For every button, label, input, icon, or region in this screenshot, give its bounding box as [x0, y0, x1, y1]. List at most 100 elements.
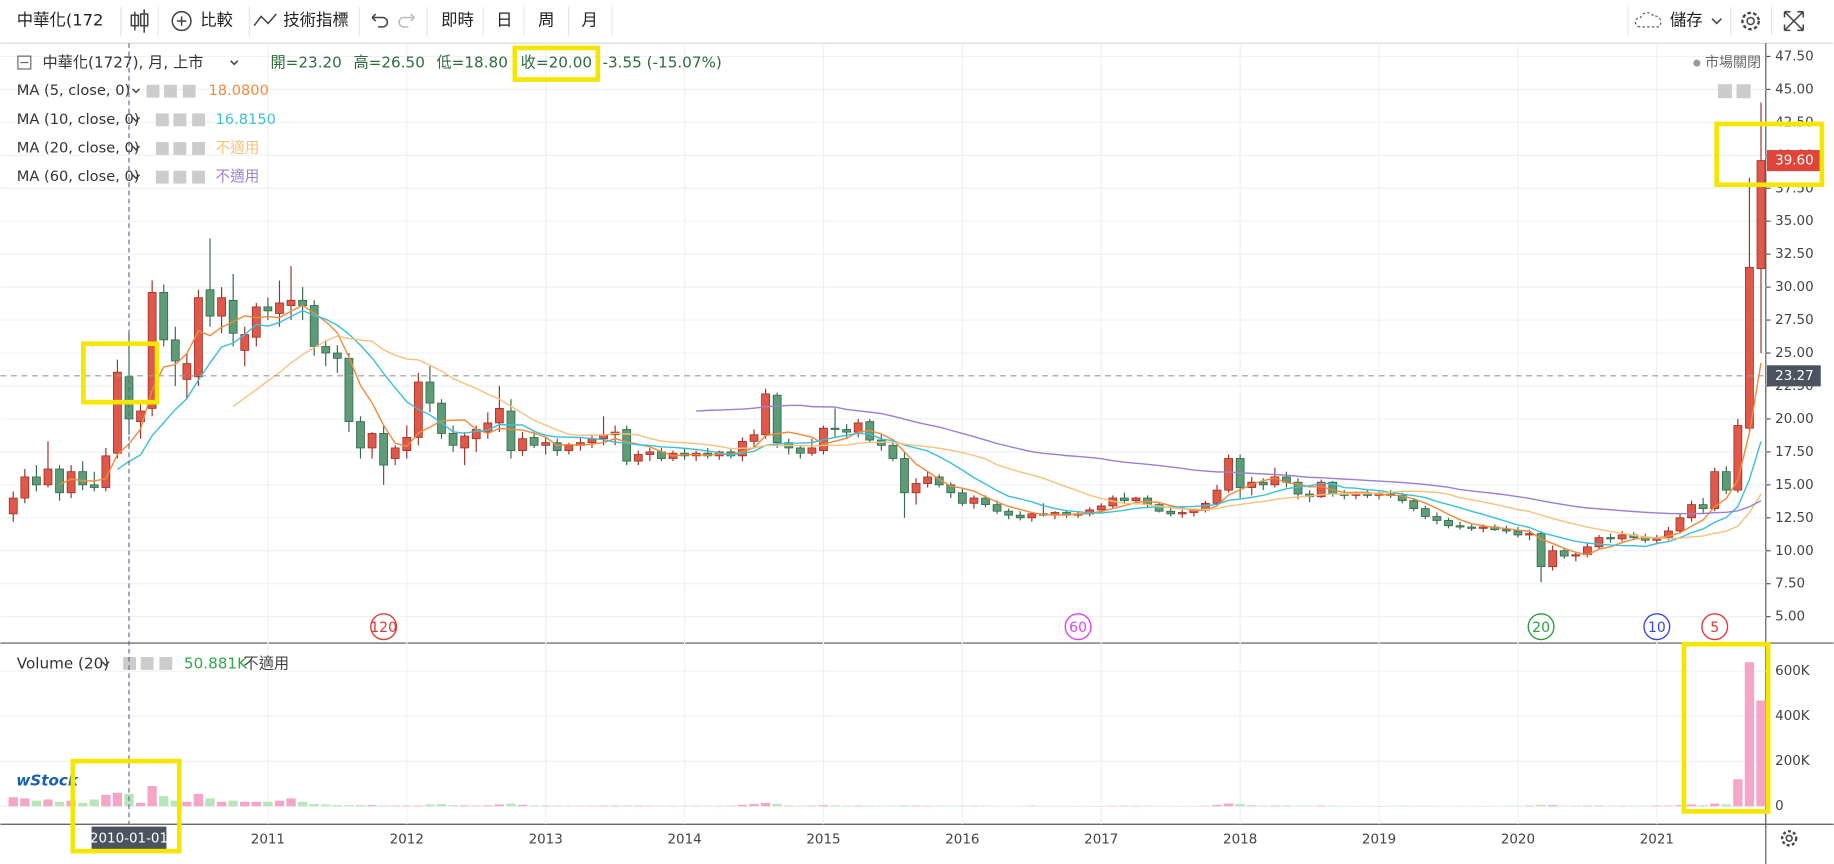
volume-bar [807, 805, 817, 807]
lookback-marker [1527, 613, 1555, 641]
volume-bar [112, 792, 123, 807]
redo-button[interactable] [398, 13, 415, 28]
y-tick-label: 0 [1775, 799, 1784, 814]
interval-button[interactable]: 周 [538, 11, 554, 30]
volume-bar [31, 800, 42, 807]
legend-icon[interactable] [146, 84, 160, 98]
volume-bar [20, 798, 30, 807]
candle-body [1687, 504, 1696, 519]
collapse-icon[interactable] [17, 55, 32, 70]
volume-bar [1663, 805, 1674, 807]
legend-icon[interactable] [159, 657, 173, 670]
interval-button[interactable]: 日 [496, 11, 512, 30]
legend-icon[interactable] [155, 170, 169, 184]
candle-body [1675, 517, 1685, 532]
volume-bar [159, 796, 169, 807]
legend-change: -3.55 (-15.07%) [602, 54, 721, 72]
legend-icon[interactable] [173, 113, 187, 127]
highlight-box [70, 758, 182, 854]
candle-body [923, 476, 933, 484]
overlay-layer: 2010-01-01 120 60 20 10 5 23.27 39.60 [0, 43, 1821, 850]
undo-button[interactable] [371, 13, 389, 28]
legend-icon[interactable] [182, 84, 196, 98]
ma-name: MA (60, close, 0) [17, 168, 140, 185]
volume-bar [448, 805, 458, 807]
interval-button[interactable]: 月 [581, 11, 597, 30]
x-tick-label: 2013 [529, 832, 563, 847]
candle-body [1015, 514, 1025, 519]
interval-button[interactable]: 即時 [441, 11, 474, 30]
volume-bar [228, 800, 238, 807]
chart-style-button[interactable] [130, 9, 149, 33]
symbol-legend[interactable]: 中華化(1727), 月, 上市 [42, 54, 203, 72]
volume-bar [1235, 803, 1245, 807]
gear-icon [1781, 830, 1798, 847]
legend-icon[interactable] [140, 657, 154, 670]
symbol-input[interactable]: 中華化(172 [17, 11, 104, 30]
fullscreen-button[interactable] [1783, 10, 1804, 32]
pane-button[interactable] [1717, 84, 1732, 99]
pane-button[interactable] [1736, 84, 1751, 99]
y-tick-label: 45.00 [1775, 82, 1813, 97]
candle-body [1733, 425, 1743, 491]
volume-bar [43, 799, 53, 807]
legend-icon[interactable] [173, 142, 187, 155]
candle-body [1420, 508, 1430, 517]
candle-body [1027, 513, 1037, 519]
volume-bar [598, 805, 609, 807]
crosshair-price-label: 23.27 [1775, 369, 1813, 384]
candle-body [1571, 554, 1581, 557]
candle-body [402, 436, 412, 451]
volume-bar [1281, 805, 1292, 807]
ma-line [696, 404, 1762, 515]
candle-body [1536, 533, 1546, 567]
candle-body [1131, 497, 1141, 502]
ma-name: MA (10, close, 0) [17, 111, 140, 128]
volume-bar [1316, 805, 1326, 807]
legend-icon[interactable] [192, 142, 205, 155]
volume-bar [1756, 700, 1766, 807]
y-tick-label: 12.50 [1775, 511, 1813, 526]
volume-bar [8, 797, 18, 807]
volume-bar [170, 800, 180, 807]
candle-body [1478, 526, 1488, 529]
volume-title[interactable]: Volume (20) [17, 655, 110, 673]
save-button[interactable]: 儲存 [1634, 11, 1722, 30]
volume-bar [1721, 804, 1731, 807]
volume-bar [784, 805, 794, 807]
legend-icon[interactable] [155, 142, 169, 155]
ma-value: 不適用 [216, 138, 260, 156]
candle-body [20, 476, 30, 499]
candle-body [1004, 510, 1014, 516]
volume-bar [1536, 804, 1546, 807]
y-tick-label: 32.50 [1775, 247, 1813, 262]
volume-bar [135, 802, 146, 807]
candle-body [622, 429, 632, 462]
compare-button[interactable]: 比較 [171, 11, 233, 32]
legend-icon[interactable] [155, 113, 169, 127]
candle-body [78, 471, 88, 486]
lookback-marker [1064, 613, 1092, 641]
time-settings[interactable] [1781, 830, 1798, 847]
main-legend: 中華化(1727), 月, 上市 開=23.20 高=26.50 低=18.80… [17, 54, 1761, 99]
candle-body [483, 422, 493, 433]
legend-icon[interactable] [192, 170, 205, 184]
volume-bar [1733, 779, 1743, 807]
legend-close: 收=20.00 [521, 54, 592, 72]
volume-bar [1710, 803, 1720, 807]
volume-bar [321, 804, 331, 807]
indicators-button[interactable]: 技術指標 [253, 11, 349, 30]
settings-button[interactable] [1741, 11, 1760, 31]
legend-icon[interactable] [173, 170, 187, 184]
candle-body [390, 447, 400, 459]
x-tick-label: 2015 [806, 832, 840, 847]
legend-icon[interactable] [123, 657, 137, 670]
candle-body [506, 410, 516, 451]
ma-line [232, 335, 1762, 540]
volume-bar [216, 801, 227, 807]
volume-bar [297, 801, 308, 807]
volume-bar [263, 801, 273, 807]
volume-bar [494, 804, 505, 807]
legend-icon[interactable] [164, 84, 177, 98]
legend-icon[interactable] [192, 113, 205, 127]
